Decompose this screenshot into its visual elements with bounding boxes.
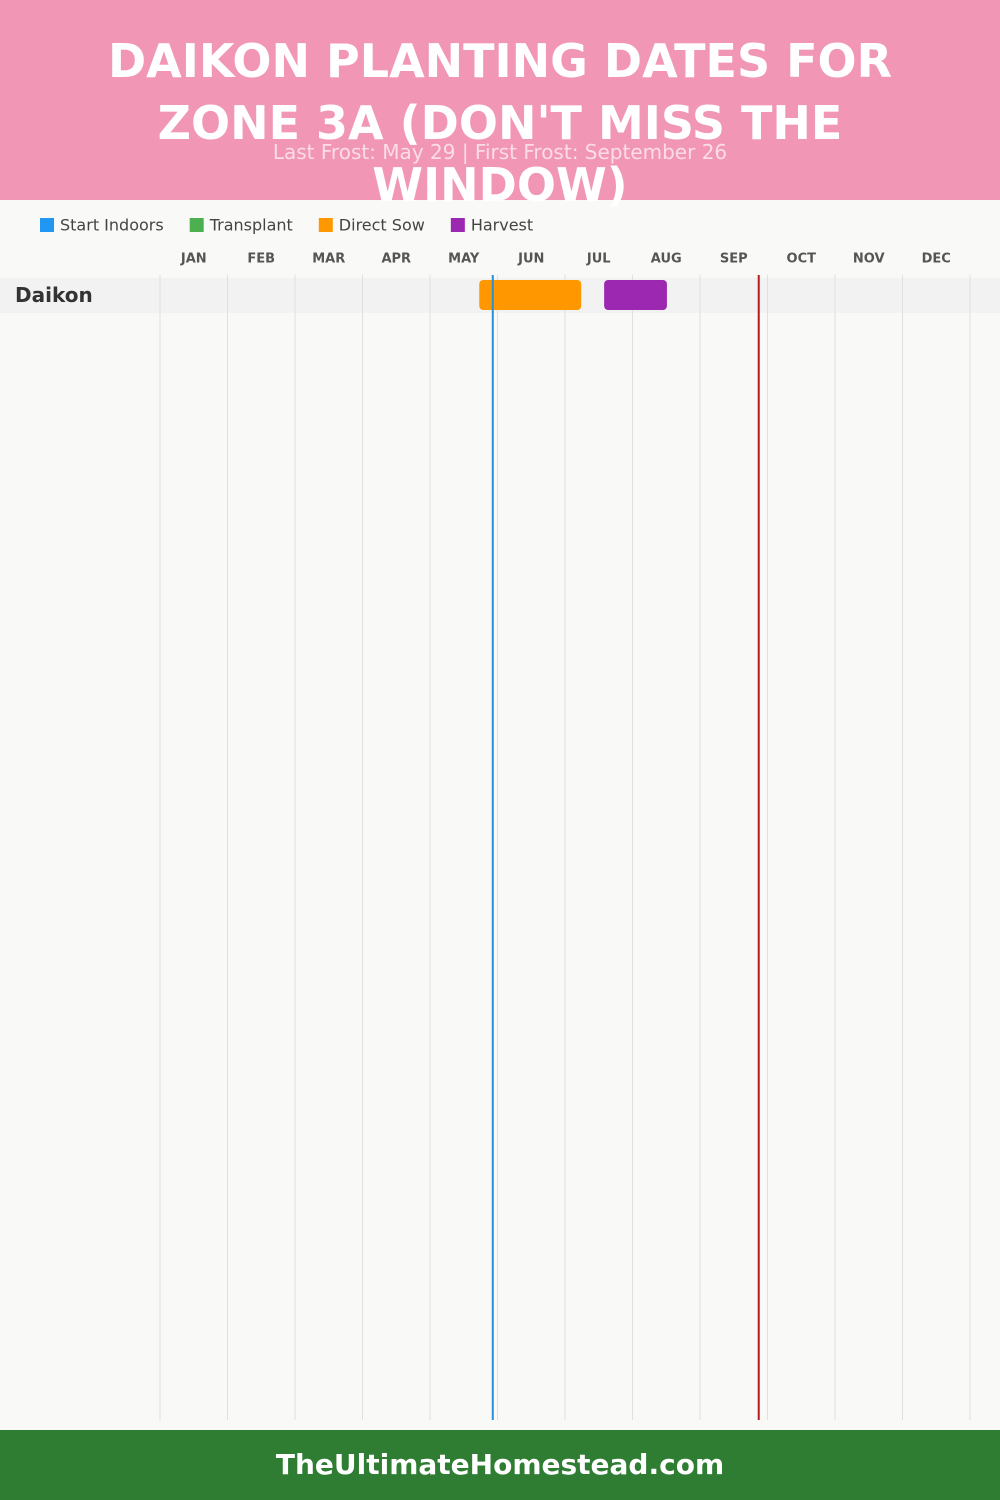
- gantt-bar: [604, 280, 667, 310]
- x-tick-label: DEC: [922, 252, 951, 267]
- x-tick-label: FEB: [247, 252, 275, 267]
- x-tick-label: MAY: [448, 252, 480, 267]
- legend-label: Transplant: [209, 216, 293, 235]
- gantt-bar: [479, 280, 582, 310]
- x-tick-label: JAN: [180, 252, 207, 267]
- legend-swatch: [189, 218, 204, 232]
- x-tick-label: SEP: [720, 252, 748, 267]
- chart-subtitle: Last Frost: May 29 | First Frost: Septem…: [272, 140, 728, 164]
- row-label: Daikon: [15, 283, 93, 307]
- x-tick-label: MAR: [312, 252, 345, 267]
- header: [0, 0, 1000, 200]
- footer: TheUltimateHomestead.com: [0, 1430, 1000, 1500]
- legend-swatch: [40, 218, 54, 232]
- legend-swatch: [318, 218, 333, 232]
- x-tick-label: APR: [381, 252, 411, 267]
- legend-label: Direct Sow: [339, 216, 425, 235]
- x-tick-label: OCT: [787, 252, 817, 267]
- x-tick-label: AUG: [651, 252, 682, 267]
- legend-swatch: [450, 218, 465, 232]
- legend-label: Harvest: [471, 216, 533, 235]
- x-tick-label: NOV: [853, 252, 885, 267]
- x-tick-label: JUN: [517, 252, 544, 267]
- x-tick-label: JUL: [586, 252, 611, 267]
- legend-label: Start Indoors: [60, 216, 164, 235]
- chart-title: DAIKON PLANTING DATES FOR ZONE 3A (DON'T…: [107, 34, 893, 212]
